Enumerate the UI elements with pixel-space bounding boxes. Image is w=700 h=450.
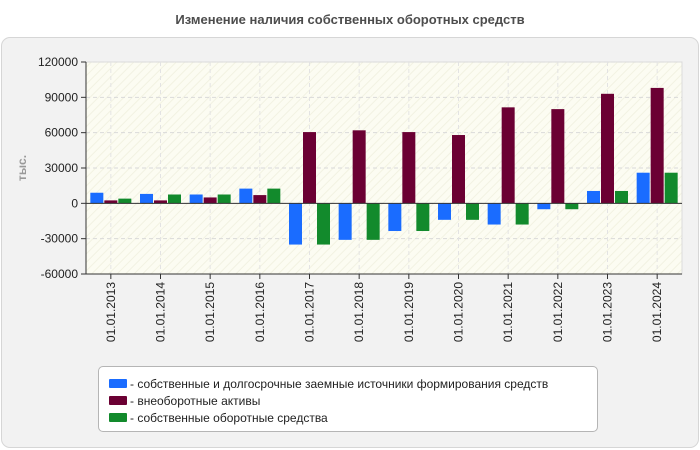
chart-title: Изменение наличия собственных оборотных … [175, 12, 525, 27]
y-tick-label: 60000 [45, 126, 79, 140]
x-tick-label: 01.01.2021 [501, 282, 515, 342]
y-tick-label: -60000 [41, 267, 79, 281]
bar-2 [253, 195, 267, 204]
bar-2 [352, 130, 366, 204]
legend-swatch [109, 396, 127, 405]
bar-2 [601, 93, 614, 204]
y-axis-label: тыс. [15, 155, 29, 181]
legend-label: - внеоборотные активы [130, 393, 261, 408]
legend: - собственные и долгосрочные заемные ист… [98, 366, 598, 432]
y-tick-label: 90000 [45, 90, 79, 104]
bar-1 [140, 193, 153, 204]
x-tick-label: 01.01.2013 [104, 282, 118, 342]
bars-layer [90, 87, 678, 245]
bar-1 [289, 203, 302, 245]
legend-label: - собственные и долгосрочные заемные ист… [130, 376, 549, 391]
bar-1 [438, 203, 451, 220]
bar-3 [664, 172, 678, 204]
bar-2 [104, 200, 118, 204]
bar-1 [388, 203, 402, 232]
bar-3 [416, 203, 430, 232]
bar-1 [189, 194, 203, 204]
bar-3 [267, 188, 281, 204]
bar-3 [168, 194, 181, 204]
bar-2 [402, 132, 416, 204]
bar-3 [118, 198, 132, 204]
axes-layer: 120000 90000 60000 30000 0 -30000 -60000 01.01.… [38, 55, 682, 342]
x-tick-label: 01.01.2014 [154, 282, 168, 342]
bar-3 [565, 203, 579, 210]
bar-1 [338, 203, 352, 240]
legend-item: - собственные оборотные средства [109, 409, 597, 426]
bar-1 [239, 188, 253, 204]
bar-3 [366, 203, 380, 240]
bar-2 [154, 200, 167, 204]
legend-label: - собственные оборотные средства [130, 410, 328, 425]
bar-3 [515, 203, 529, 225]
x-tick-label: 01.01.2018 [352, 282, 366, 342]
bar-1 [487, 203, 501, 225]
x-tick-label: 01.01.2024 [650, 282, 664, 342]
x-tick-label: 01.01.2017 [303, 282, 317, 342]
x-tick-label: 01.01.2022 [551, 282, 565, 342]
bar-3 [466, 203, 479, 220]
bar-1 [587, 190, 600, 204]
y-tick-label: 120000 [38, 55, 78, 69]
bar-2 [303, 132, 316, 204]
x-tick-label: 01.01.2016 [253, 282, 267, 342]
y-tick-label: 0 [71, 196, 78, 210]
x-tick-label: 01.01.2020 [452, 282, 466, 342]
y-tick-label: 30000 [45, 161, 79, 175]
bar-1 [636, 172, 650, 204]
bar-3 [217, 194, 231, 204]
bar-2 [452, 135, 465, 204]
x-tick-label: 01.01.2015 [203, 282, 217, 342]
bar-3 [615, 190, 628, 204]
bar-2 [650, 87, 664, 204]
bar-1 [90, 192, 104, 204]
x-tick-label: 01.01.2023 [601, 282, 615, 342]
bar-2 [501, 107, 515, 204]
legend-swatch [109, 413, 127, 422]
bar-2 [203, 197, 217, 204]
legend-item: - собственные и долгосрочные заемные ист… [109, 375, 597, 392]
x-tick-label: 01.01.2019 [402, 282, 416, 342]
legend-item: - внеоборотные активы [109, 392, 597, 409]
legend-swatch [109, 379, 127, 388]
y-tick-label: -30000 [41, 232, 79, 246]
bar-3 [317, 203, 330, 245]
bar-2 [551, 109, 565, 204]
bar-1 [537, 203, 551, 210]
